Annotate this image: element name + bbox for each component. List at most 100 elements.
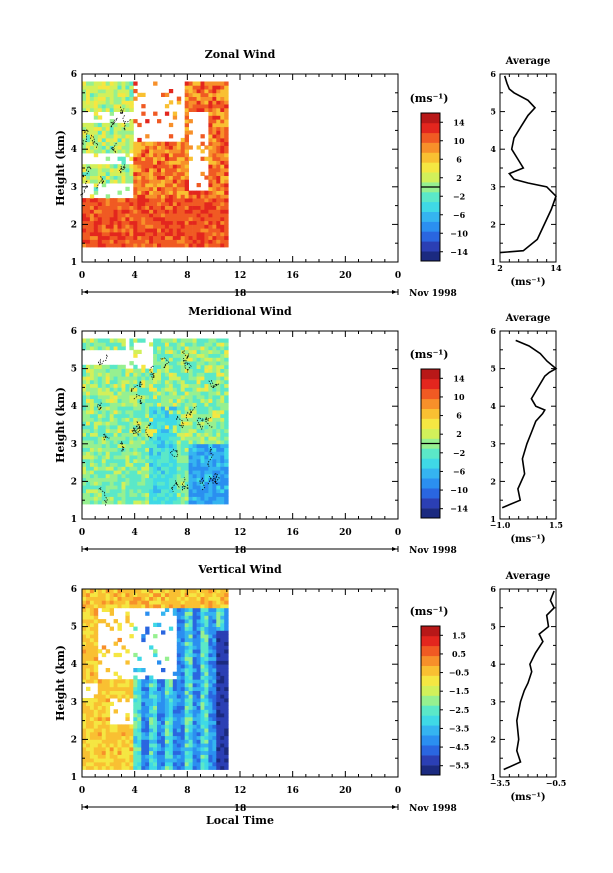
heatmap-cell <box>220 477 225 482</box>
heatmap-cell <box>212 402 217 407</box>
heatmap-cell <box>184 664 189 669</box>
heatmap-cell <box>93 107 99 112</box>
heatmap-cell <box>86 458 91 463</box>
heatmap-cell <box>188 660 193 665</box>
heatmap-cell <box>82 754 87 759</box>
heatmap-cell <box>208 660 213 665</box>
heatmap-cell <box>172 750 178 755</box>
heatmap-cell <box>113 96 118 101</box>
heatmap-cell <box>212 451 217 456</box>
heatmap-cell <box>212 765 217 770</box>
heatmap-cell <box>200 134 205 139</box>
heatmap-cell <box>145 488 150 494</box>
heatmap-cell <box>161 92 166 97</box>
heatmap-cell <box>196 746 201 752</box>
heatmap-cell <box>125 122 130 128</box>
x-tick-label: 16 <box>286 528 299 538</box>
heatmap-cell <box>97 224 103 229</box>
heatmap-cell <box>164 436 170 441</box>
heatmap-cell <box>212 160 217 165</box>
heatmap-cell <box>157 346 162 351</box>
heatmap-cell <box>204 190 209 195</box>
heatmap-cell <box>200 220 205 225</box>
heatmap-cell <box>101 458 107 463</box>
heatmap-field <box>82 81 229 248</box>
heatmap-cell <box>220 205 225 210</box>
heatmap-cell <box>168 500 174 505</box>
heatmap-cell <box>184 228 189 233</box>
y-tick-label: 2 <box>71 477 77 487</box>
heatmap-cell <box>220 652 225 658</box>
heatmap-cell <box>172 243 178 248</box>
heatmap-cell <box>153 213 158 218</box>
heatmap-cell <box>153 111 158 116</box>
heatmap-cell <box>82 134 87 139</box>
heatmap-cell <box>117 447 122 452</box>
heatmap-cell <box>212 739 217 744</box>
heatmap-cell <box>192 421 197 426</box>
heatmap-cell <box>180 492 186 497</box>
heatmap-cell <box>145 679 150 684</box>
heatmap-cell <box>93 671 99 676</box>
heatmap-cell <box>133 372 138 377</box>
heatmap-cell <box>93 664 99 669</box>
heatmap-cell <box>208 92 213 97</box>
heatmap-cell <box>212 85 217 90</box>
profile-y-tick-label: 6 <box>490 584 496 594</box>
heatmap-cell <box>172 342 178 347</box>
heatmap-cell <box>93 743 99 748</box>
heatmap-cell <box>184 443 189 448</box>
heatmap-cell <box>200 660 205 665</box>
heatmap-cell <box>196 440 201 445</box>
heatmap-cell <box>180 376 186 381</box>
heatmap-cell <box>212 126 217 131</box>
heatmap-cell <box>224 149 229 154</box>
heatmap-cell <box>208 89 213 94</box>
heatmap-cell <box>180 716 186 721</box>
heatmap-cell <box>125 224 130 229</box>
heatmap-cell <box>149 462 154 467</box>
heatmap-cell <box>125 216 130 222</box>
heatmap-cell <box>188 228 193 233</box>
heatmap-cell <box>196 488 201 494</box>
heatmap-cell <box>86 713 91 718</box>
contour-line <box>171 480 180 493</box>
heatmap-cell <box>113 104 118 109</box>
heatmap-cell <box>93 754 99 759</box>
profile-x-label: (ms⁻¹) <box>510 277 545 288</box>
heatmap-cell <box>172 421 178 426</box>
heatmap-cell <box>164 402 170 407</box>
heatmap-cell <box>141 604 146 609</box>
heatmap-cell <box>141 410 146 415</box>
heatmap-cell <box>216 637 221 643</box>
heatmap-cell <box>208 126 213 131</box>
heatmap-cell <box>176 168 182 173</box>
heatmap-cell <box>113 466 118 471</box>
heatmap-cell <box>137 698 142 703</box>
contour-line <box>199 476 206 491</box>
heatmap-cell <box>109 470 114 475</box>
heatmap-cell <box>105 213 111 218</box>
profile-y-tick-label: 4 <box>490 144 496 154</box>
heatmap-cell <box>125 728 130 733</box>
heatmap-cell <box>121 379 126 385</box>
heatmap-cell <box>172 201 178 206</box>
heatmap-cell <box>220 190 225 195</box>
heatmap-cell <box>224 168 229 173</box>
heatmap-cell <box>149 201 154 206</box>
heatmap-cell <box>176 473 182 479</box>
heatmap-cell <box>125 458 130 463</box>
heatmap-cell <box>109 376 114 381</box>
heatmap-cell <box>212 492 217 497</box>
heatmap-cell <box>125 724 130 729</box>
colorbar-swatch <box>421 418 440 429</box>
heatmap-cell <box>188 634 193 639</box>
heatmap-cell <box>141 421 146 426</box>
heatmap-cell <box>216 216 221 222</box>
heatmap-cell <box>180 596 186 601</box>
heatmap-cell <box>121 731 126 737</box>
heatmap-cell <box>200 353 205 358</box>
heatmap-cell <box>86 671 91 676</box>
heatmap-cell <box>133 119 138 124</box>
heatmap-cell <box>105 466 111 471</box>
